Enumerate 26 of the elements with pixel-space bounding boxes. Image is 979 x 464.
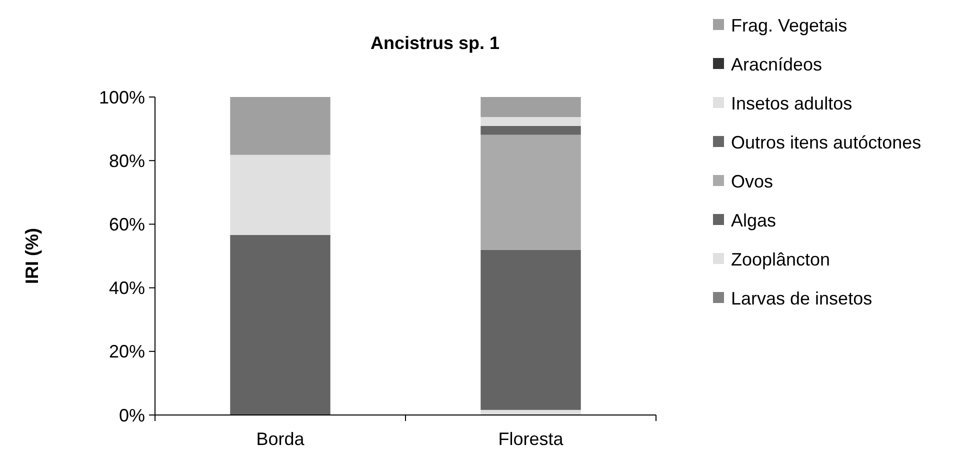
legend-label: Larvas de insetos	[731, 288, 872, 308]
x-tick-label: Borda	[256, 429, 306, 449]
bar	[230, 154, 330, 236]
bar	[230, 97, 330, 155]
legend-label: Algas	[731, 210, 776, 230]
bar	[480, 117, 581, 126]
y-tick-label: 40%	[108, 278, 145, 298]
y-tick-label: 20%	[108, 342, 145, 362]
legend-label: Ovos	[731, 171, 774, 192]
legend-label: Frag. Vegetais	[731, 15, 848, 36]
y-tick-label: 0%	[118, 405, 145, 426]
y-axis-title: IRI (%)	[22, 228, 42, 284]
y-tick-label: 60%	[108, 214, 145, 234]
bar	[480, 126, 581, 135]
y-tick-label: 80%	[108, 150, 145, 171]
chart-title: Ancistrus sp. 1	[370, 33, 500, 53]
bar	[480, 134, 581, 250]
legend-label: Aracnídeos	[731, 54, 822, 74]
x-tick-label: Floresta	[498, 429, 564, 449]
bar	[230, 235, 330, 415]
bar	[480, 97, 581, 118]
legend-label: Zooplâncton	[731, 249, 830, 270]
bar	[480, 250, 581, 410]
y-tick-label: 100%	[98, 87, 145, 108]
legend-label: Insetos adultos	[731, 93, 852, 114]
legend-label: Outros itens autóctones	[731, 132, 922, 152]
